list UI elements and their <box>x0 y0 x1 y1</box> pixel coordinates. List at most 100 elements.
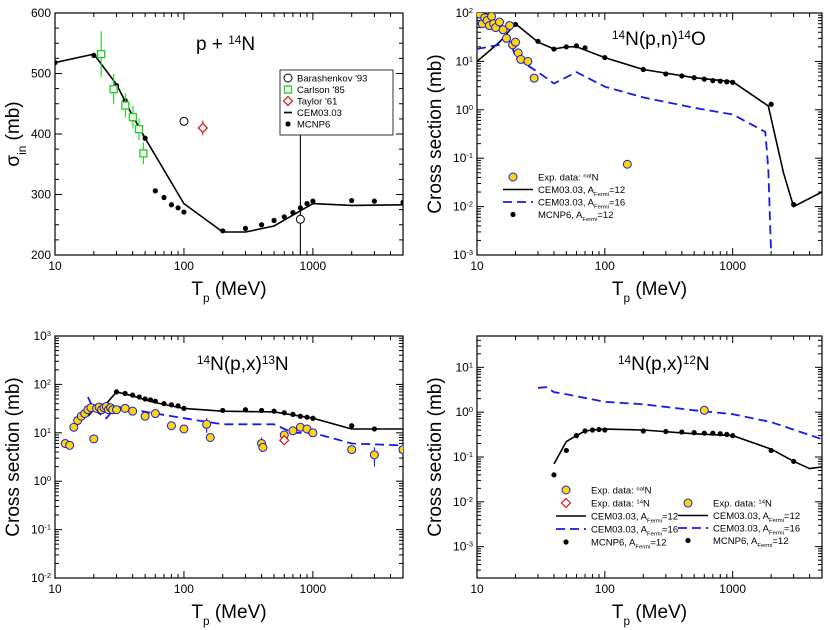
legend-label: CEM03.03, AFermi=16 <box>591 525 678 538</box>
tick-base: 10 <box>34 329 48 343</box>
legend-label-part: MCNP6 <box>297 120 330 131</box>
y-tick-label: 10-3 <box>453 248 473 263</box>
data-point <box>121 101 130 110</box>
x-tick-label: 10 <box>470 259 484 273</box>
tick-base: 10 <box>31 571 45 585</box>
legend-label-part: CEM03.03, A <box>713 524 770 535</box>
data-point <box>596 426 602 433</box>
data-point <box>242 407 249 413</box>
data-point <box>371 198 377 204</box>
legend-label-part: nat <box>636 487 645 493</box>
x-axis-title: Tp (MeV) <box>612 602 687 628</box>
data-point <box>717 431 723 437</box>
data-point <box>297 413 303 419</box>
data-point <box>290 411 296 417</box>
legend-label: CEM03.03, AFermi=12 <box>538 185 625 198</box>
tick-exponent: 1 <box>469 54 473 63</box>
legend-label-part: =12 <box>650 538 666 549</box>
y-axis-title-part: in <box>16 146 29 155</box>
legend-label: Carlson '85 <box>297 85 345 96</box>
legend-label: Exp. data: natN <box>538 173 599 184</box>
legend-marker <box>285 121 291 127</box>
legend-label: CEM03.03, AFermi=12 <box>591 512 678 525</box>
panel-title-part: 14 <box>678 29 692 42</box>
x-axis-title-part: p <box>624 292 631 305</box>
data-point <box>622 159 632 169</box>
data-point <box>175 205 181 211</box>
legend-marker <box>685 537 691 544</box>
data-point <box>136 394 142 400</box>
tick-base: 10 <box>453 450 467 464</box>
data-point <box>91 52 97 58</box>
data-point <box>791 458 797 464</box>
y-axis-title-part: Cross section (mb) <box>425 377 446 536</box>
data-point <box>134 125 144 134</box>
data-point <box>501 33 511 43</box>
tick-exponent: 3 <box>47 329 51 338</box>
y-axis-title-part: (mb) <box>3 101 24 145</box>
panel-title: 14N(p,x)13N <box>197 354 289 376</box>
legend-label-part: =12 <box>597 210 613 221</box>
tick-base: 10 <box>34 426 48 440</box>
data-point <box>109 85 118 94</box>
x-axis-title: Tp (MeV) <box>612 279 687 305</box>
data-point <box>310 198 316 204</box>
legend-marker <box>510 211 516 218</box>
y-tick-label: 101 <box>456 54 474 69</box>
legend-label-part: Fermi <box>647 519 662 525</box>
legend-marker <box>282 95 294 107</box>
y-tick-label: 10-2 <box>31 571 51 586</box>
legend-label-part: CEM03.03, A <box>713 511 770 522</box>
legend-marker <box>560 497 572 509</box>
tick-exponent: -1 <box>466 450 473 459</box>
legend-label-part: Fermi <box>594 205 609 211</box>
legend-label-part: N <box>643 499 650 510</box>
y-tick-label: 10-2 <box>453 494 473 509</box>
panel-title-part: 12 <box>683 354 696 367</box>
legend-label-part: 14 <box>636 500 643 506</box>
data-point <box>179 424 189 434</box>
data-point <box>371 426 377 432</box>
data-point <box>205 432 215 442</box>
legend-label-part: N <box>765 499 772 510</box>
legend-label-part: CEM03.03, A <box>591 512 648 523</box>
tick-exponent: -2 <box>44 571 51 580</box>
series-line <box>477 36 772 254</box>
x-axis-title-part: (MeV) <box>630 279 687 300</box>
legend-label: Exp. data: natN <box>591 486 652 497</box>
legend-label-part: Exp. data: <box>591 499 636 510</box>
panel-title-part: N <box>275 354 289 375</box>
data-point <box>589 427 596 433</box>
legend-marker <box>283 73 293 83</box>
data-point <box>551 46 557 52</box>
data-point <box>487 13 497 21</box>
data-point <box>679 73 685 79</box>
data-layer <box>60 389 403 467</box>
tick-exponent: 2 <box>469 6 473 15</box>
tick-base: 10 <box>456 360 470 374</box>
data-point <box>304 414 310 420</box>
legend-label-part: Exp. data: <box>538 173 583 184</box>
data-point <box>288 426 298 436</box>
data-point <box>113 389 120 395</box>
x-axis-title: Tp (MeV) <box>191 279 266 305</box>
panel-title: 14N(p,n)14O <box>612 29 706 51</box>
x-axis-title-part: (MeV) <box>210 602 267 623</box>
data-point <box>699 405 709 415</box>
y-tick-label: 100 <box>456 102 474 117</box>
tick-exponent: 1 <box>47 425 51 434</box>
data-point <box>768 447 774 454</box>
data-point <box>505 21 515 31</box>
data-point <box>724 79 730 85</box>
legend-label-part: CEM03.03, A <box>538 198 595 209</box>
tick-exponent: 0 <box>469 405 473 414</box>
data-point <box>258 407 265 414</box>
legend-marker <box>561 485 571 495</box>
data-point <box>69 422 79 432</box>
data-point <box>220 407 226 414</box>
legend-label: MCNP6, AFermi=12 <box>713 536 789 549</box>
legend-label-part: 14 <box>758 500 765 506</box>
